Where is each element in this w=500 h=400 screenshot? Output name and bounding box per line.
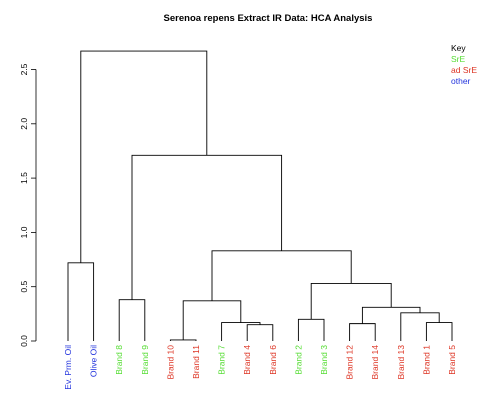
leaf-label: Brand 3: [319, 345, 329, 375]
dendrogram-link: [361, 306, 421, 324]
y-tick-label: 1.5: [19, 172, 29, 184]
dendrogram-branches: [67, 50, 453, 341]
leaf-label: Brand 2: [293, 345, 303, 375]
y-tick-label: 0.5: [19, 281, 29, 293]
leaf-label: Brand 12: [345, 345, 355, 380]
leaf-labels: Ev. Prm. Oil Olive Oil Brand 8 Brand 9 Brand…: [63, 345, 457, 390]
y-tick-label: 2.5: [19, 63, 29, 75]
leaf-label: Brand 1: [421, 345, 431, 375]
leaf-label: Brand 7: [217, 345, 227, 375]
dendrogram-link: [118, 299, 146, 341]
leaf-label: Brand 5: [447, 345, 457, 375]
leaf-label: Brand 13: [396, 345, 406, 380]
legend-entry: other: [451, 76, 471, 86]
leaf-label: Brand 6: [268, 345, 278, 375]
dendrogram-link: [297, 318, 325, 341]
leaf-label: Brand 9: [140, 345, 150, 375]
y-tick-label: 0.0: [19, 335, 29, 347]
leaf-label: Brand 11: [191, 345, 201, 379]
dendrogram-link: [246, 324, 274, 341]
chart-title: Serenoa repens Extract IR Data: HCA Anal…: [164, 13, 373, 24]
y-tick-label: 2.0: [19, 118, 29, 130]
leaf-label: Brand 8: [114, 345, 124, 375]
y-tick-label: 1.0: [19, 226, 29, 238]
leaf-label: Brand 10: [165, 345, 175, 380]
leaf-label: Brand 14: [370, 345, 380, 380]
leaf-label: Brand 4: [242, 345, 252, 375]
legend-entry: ad SrE: [451, 65, 477, 75]
dendrogram-link: [182, 300, 242, 340]
dendrogram-link: [169, 339, 197, 341]
dendrogram-link: [221, 322, 261, 341]
dendrogram-link: [211, 250, 352, 301]
leaf-label: Ev. Prm. Oil: [63, 345, 73, 390]
dendrogram-link: [425, 322, 453, 341]
dendrogram-link: [131, 154, 283, 300]
dendrogram-link: [310, 282, 392, 320]
legend-entry: SrE: [451, 54, 466, 64]
dendrogram-link: [400, 312, 440, 341]
dendrogram-link: [67, 262, 95, 341]
dendrogram-link: [349, 323, 376, 341]
dendrogram-link: [80, 50, 208, 263]
y-axis: 0.0 0.5 1.0 1.5 2.0 2.5: [19, 63, 37, 347]
legend-title: Key: [451, 43, 466, 53]
leaf-label: Olive Oil: [89, 345, 99, 377]
